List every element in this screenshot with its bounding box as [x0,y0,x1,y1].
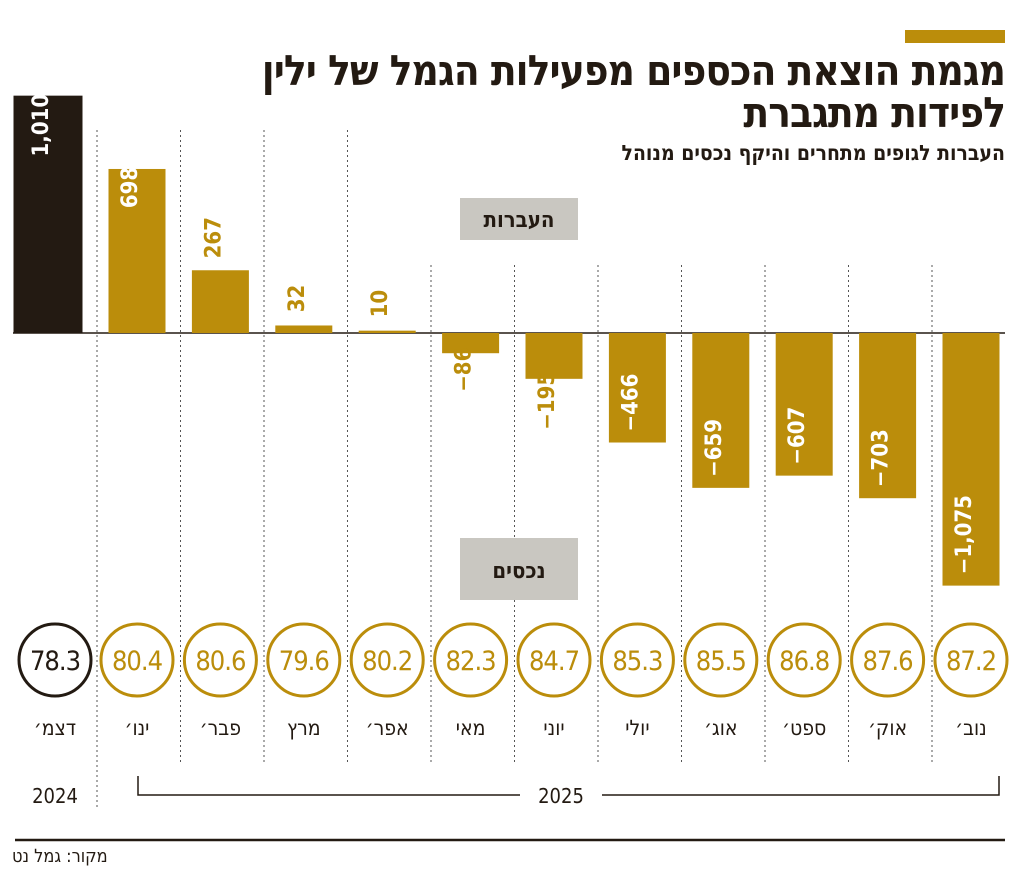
bar-value-label: −659 [702,419,727,477]
assets-label-box [460,538,578,600]
assets-label: נכסים [492,559,545,584]
accent-bar [905,30,1005,43]
bar-11 [942,333,1000,586]
month-label: אוג׳ [704,716,737,740]
bar-9 [775,333,833,476]
bar-10 [859,333,917,499]
bar-0 [13,95,83,334]
month-label: פבר׳ [200,716,241,740]
assets-value-label: 78.3 [30,646,80,677]
chart-title: מגמת הוצאת הכספים מפעילות הגמל של ילין ל… [261,46,1006,137]
bar-value-label: 267 [201,217,226,258]
year-label-2025: 2025 [538,784,584,808]
month-label: ספט׳ [782,716,826,740]
chart-subtitle: העברות לגופים מתחרים והיקף נכסים מנוהל [621,141,1005,165]
bar-value-label: 10 [368,290,393,318]
assets-circle-4 [349,622,425,698]
assets-value-label: 86.8 [779,646,829,677]
assets-value-label: 80.2 [362,646,412,677]
bar-8 [692,333,750,488]
assets-value-label: 85.3 [612,646,662,677]
assets-value-label: 80.6 [195,646,245,677]
assets-circle-6 [516,622,592,698]
month-label: מאי [456,716,486,740]
bar-value-label: 698 [118,167,143,208]
bar-value-label: 32 [285,285,310,313]
assets-value-label: 84.7 [529,646,579,677]
month-label: אוק׳ [868,716,907,740]
bar-2 [191,270,249,333]
month-label: נוב׳ [955,716,986,740]
bar-5 [442,333,500,354]
assets-circle-1 [99,622,175,698]
bar-3 [275,325,333,333]
bar-value-label: −195 [535,372,560,430]
bar-7 [608,333,666,443]
month-label: ינו׳ [125,716,150,740]
assets-circle-9 [766,622,842,698]
month-label: יולי [625,716,649,740]
assets-value-label: 79.6 [279,646,329,677]
bar-value-label: −703 [869,429,894,487]
year-label-2024: 2024 [32,784,78,808]
year-bracket-2025 [137,776,1000,796]
assets-circle-10 [850,622,926,698]
source-note: מקור: גמל נט [12,846,108,867]
assets-circle-3 [266,622,342,698]
assets-value-label: 87.2 [946,646,996,677]
bar-value-label: −466 [618,374,643,432]
bar-value-label: −86 [452,348,477,392]
month-label: מרץ [287,716,321,740]
bar-value-label: −607 [785,407,810,465]
assets-circle-5 [433,622,509,698]
month-label: יוני [543,716,564,740]
assets-value-label: 87.6 [863,646,913,677]
month-label: אפר׳ [366,716,409,740]
bar-value-label: 1,010 [29,94,54,157]
bar-4 [358,330,416,333]
assets-value-label: 85.5 [696,646,746,677]
month-label: דצמ׳ [34,716,76,740]
assets-circle-11 [933,622,1009,698]
assets-circle-7 [599,622,675,698]
assets-value-label: 80.4 [112,646,163,677]
transfers-label: העברות [483,208,554,233]
assets-circle-2 [182,622,258,698]
transfers-label-box [460,198,578,240]
assets-circle-8 [683,622,759,698]
bar-6 [525,333,583,379]
bar-1 [108,168,166,333]
assets-circle-0 [17,622,93,698]
bar-value-label: −1,075 [952,495,977,574]
assets-value-label: 82.3 [446,646,496,677]
